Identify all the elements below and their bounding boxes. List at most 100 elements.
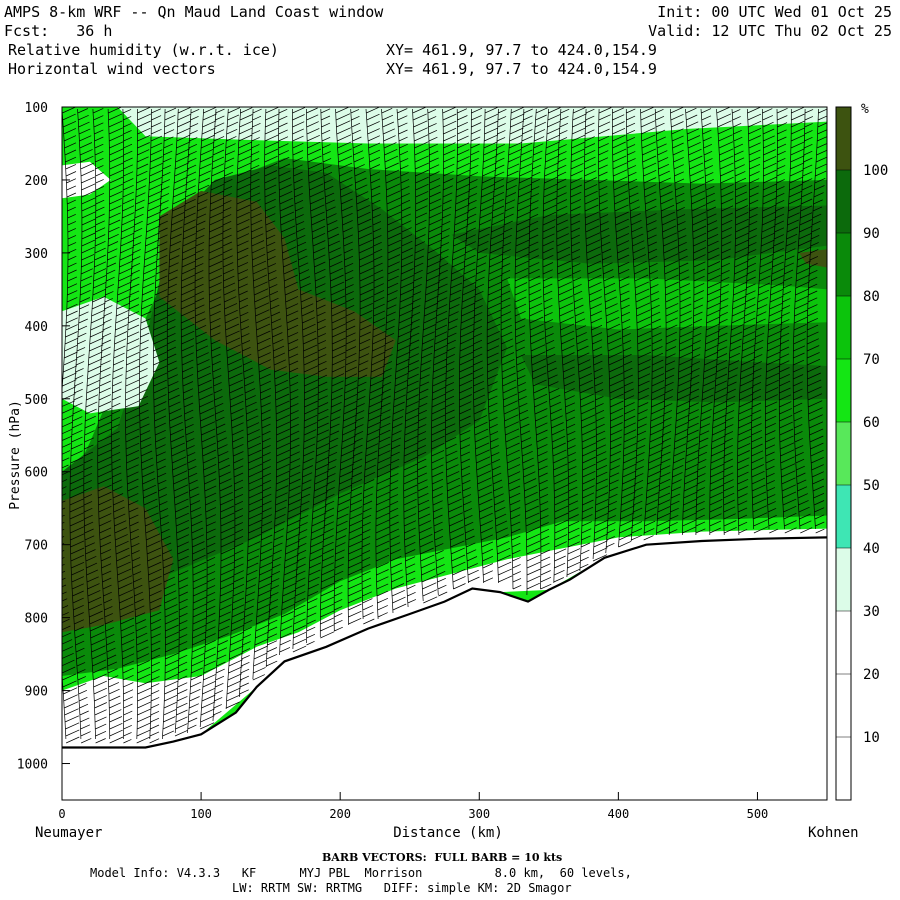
wind-barb-column [445, 108, 471, 590]
field-label-wind: Horizontal wind vectors [8, 60, 216, 78]
field-label-rh: Relative humidity (w.r.t. ice) [8, 41, 279, 59]
wind-barb-column [737, 107, 762, 536]
colorbar-swatch [836, 296, 851, 359]
wind-barb-column [751, 108, 778, 534]
colorbar-frame [835, 106, 852, 801]
colorbar-swatch [836, 422, 851, 485]
terrain-line [62, 536, 828, 749]
wind-barb-column [459, 107, 483, 584]
chart-title: AMPS 8-km WRF -- Qn Maud Land Coast wind… [4, 3, 384, 21]
cross-section-endpoints-1: XY= 461.9, 97.7 to 424.0,154.9 [386, 41, 657, 59]
y-tick-label: 300 [25, 247, 48, 262]
x-right-endpoint-label: Kohnen [808, 825, 859, 841]
colorbar-swatch [836, 359, 851, 422]
wind-barb-column [83, 108, 107, 744]
x-tick-label: 100 [190, 807, 212, 821]
rh-region-20 [62, 528, 827, 757]
colorbar-swatch [836, 233, 851, 296]
wind-barb-column [542, 107, 569, 584]
wind-barb-column [306, 107, 330, 646]
wind-barb-column [417, 108, 442, 604]
wind-barb-column [723, 108, 750, 536]
wind-barb-column [319, 108, 347, 639]
wind-barb-column [166, 107, 191, 737]
wind-barb-column [612, 107, 637, 548]
wind-barb-column [236, 107, 263, 698]
wind-barb-column [486, 108, 513, 584]
wind-barb-column [584, 108, 609, 562]
wind-barb-column [194, 107, 218, 730]
rh-region-30 [62, 296, 160, 414]
wind-barb-column [681, 107, 707, 536]
wind-barb-column [528, 107, 552, 590]
colorbar-swatch [836, 548, 851, 611]
valid-time: Valid: 12 UTC Thu 02 Oct 25 [648, 22, 892, 40]
colorbar-label: 50 [863, 478, 880, 494]
x-axis-label: Distance (km) [393, 825, 503, 841]
wind-barb-column [654, 108, 679, 536]
wind-barb-column [625, 108, 652, 542]
rh-region-100 [62, 486, 174, 633]
plot-frame [61, 106, 828, 801]
y-tick-label: 900 [25, 685, 48, 700]
rh-region-70 [507, 278, 827, 330]
wind-barb-column [208, 108, 236, 722]
wind-barb-column [640, 107, 665, 541]
wind-barb-column [250, 108, 273, 681]
wind-barb-column [125, 107, 152, 744]
wind-barb-column [69, 108, 96, 744]
wind-barb-column [598, 107, 624, 554]
x-tick-label: 0 [58, 807, 65, 821]
colorbar-swatch [836, 611, 851, 674]
y-tick-label: 400 [25, 320, 48, 335]
colorbar-label: 60 [863, 415, 880, 431]
colorbar-swatch [836, 674, 851, 737]
colorbar-label: 40 [863, 541, 880, 557]
wind-barb-column [709, 107, 734, 535]
wind-barb-column [111, 108, 135, 744]
wind-barb-column [403, 107, 430, 608]
x-tick-label: 200 [329, 807, 351, 821]
x-left-endpoint-label: Neumayer [35, 825, 102, 841]
colorbar-label: 70 [863, 352, 880, 368]
colorbar-unit: % [861, 102, 869, 117]
wind-barb-column [472, 107, 499, 584]
init-time: Init: 00 UTC Wed 01 Oct 25 [657, 3, 892, 21]
colorbar-label: 90 [863, 226, 880, 242]
wind-barb-column [333, 107, 358, 632]
barb-legend: BARB VECTORS: FULL BARB = 10 kts [322, 851, 563, 864]
rh-region-100 [159, 190, 396, 377]
colorbar-swatch [836, 737, 851, 800]
wind-barb-column [375, 107, 402, 620]
wind-barb-column [778, 107, 806, 534]
cross-section-endpoints-2: XY= 461.9, 97.7 to 424.0,154.9 [386, 60, 657, 78]
colorbar-label: 20 [863, 667, 880, 683]
wind-barb-column [222, 107, 245, 710]
y-axis-label: Pressure (hPa) [8, 400, 23, 510]
rh-region-90 [521, 355, 827, 403]
wind-barb-column [139, 108, 163, 744]
wind-barb-column [765, 107, 788, 534]
terrain-mask [62, 537, 827, 800]
x-tick-label: 400 [608, 807, 630, 821]
colorbar-label: 80 [863, 289, 880, 305]
wind-barb-column [806, 108, 827, 534]
wind-barb-column [514, 108, 541, 596]
colorbar-label: 30 [863, 604, 880, 620]
y-tick-label: 800 [25, 612, 48, 627]
wind-barb-column [264, 107, 291, 668]
wind-barb-column [278, 108, 301, 656]
wind-barb-column [180, 108, 208, 734]
rh-region-90 [451, 205, 827, 264]
wind-barb-column [292, 107, 319, 653]
wind-barb-column [431, 107, 457, 597]
y-tick-label: 600 [25, 466, 48, 481]
colorbar-label: 10 [863, 730, 880, 746]
wind-barb-column [153, 107, 180, 740]
colorbar-swatch [836, 485, 851, 548]
wind-barb-column [97, 107, 124, 744]
wind-barb-column [668, 107, 693, 536]
wind-barb-column [389, 108, 414, 614]
wind-barb-column [792, 108, 814, 534]
